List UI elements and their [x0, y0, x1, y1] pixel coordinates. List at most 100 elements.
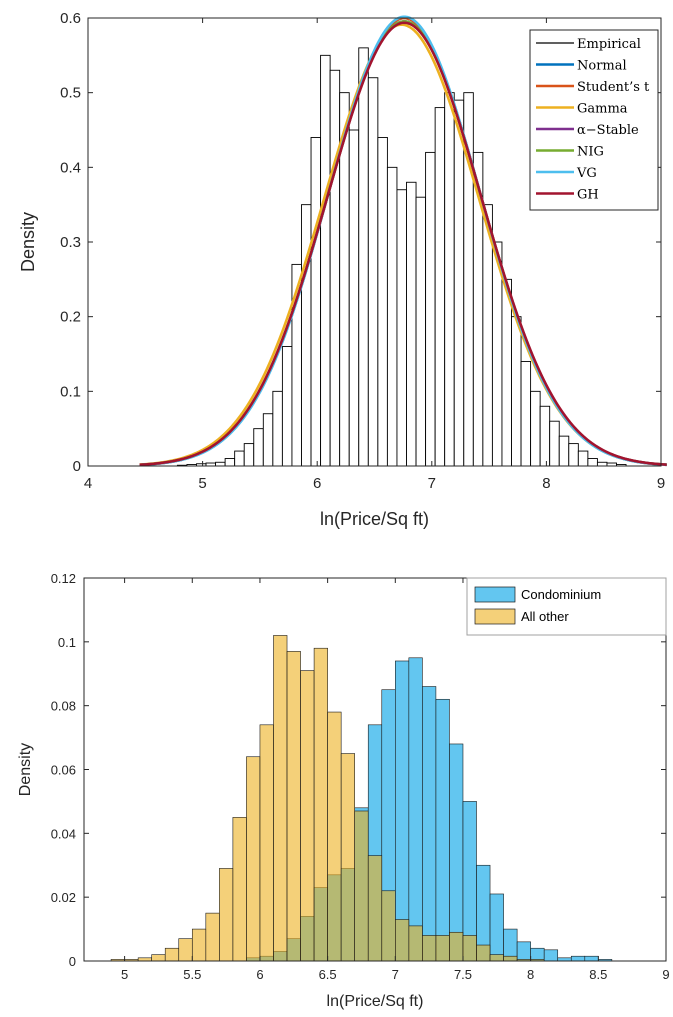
x-tick-label: 7 — [392, 967, 399, 982]
histogram-bar — [358, 47, 369, 467]
histogram-bar-all-other — [354, 810, 369, 962]
y-tick-label: 0.1 — [58, 635, 76, 650]
histogram-bar-all-other — [476, 944, 491, 962]
histogram-bar — [434, 107, 446, 467]
histogram-bar — [310, 137, 322, 467]
x-axis-label: ln(Price/Sq ft) — [320, 509, 429, 529]
histogram-bar — [348, 129, 360, 467]
histogram-bar — [596, 461, 608, 467]
histogram-bar — [549, 420, 560, 467]
legend-label: Empirical — [577, 37, 641, 52]
histogram-bar-condominium — [584, 955, 599, 962]
histogram-bar-all-other — [408, 925, 423, 962]
fit-curve-vg — [139, 15, 667, 467]
x-tick-label: 9 — [657, 475, 665, 492]
legend-label: Gamma — [577, 102, 628, 117]
y-tick-label: 0.4 — [60, 159, 81, 176]
x-tick-label: 9 — [662, 967, 669, 982]
histogram-bar-condominium — [408, 657, 423, 962]
legend-swatch — [474, 586, 516, 603]
y-tick-label: 0.08 — [51, 699, 76, 714]
legend-label: GH — [577, 188, 599, 203]
histogram-bar — [520, 361, 532, 467]
histogram-bar-all-other — [381, 890, 396, 962]
histogram-bar-all-other — [340, 753, 355, 962]
histogram-bar — [253, 428, 264, 467]
histogram-bar — [501, 278, 512, 467]
histogram-bar-all-other — [205, 912, 220, 962]
histogram-bar-all-other — [503, 955, 518, 962]
histogram-bar — [406, 181, 417, 467]
x-tick-label: 7.5 — [454, 967, 472, 982]
y-axis-label: Density — [17, 743, 34, 796]
histogram-bar — [453, 99, 465, 467]
histogram-bar — [415, 196, 427, 467]
histogram-bar — [511, 316, 522, 467]
histogram-bar-all-other — [300, 670, 315, 962]
y-tick-label: 0.6 — [60, 10, 81, 27]
legend-label: α−Stable — [577, 123, 639, 138]
y-tick-label: 0.5 — [60, 85, 81, 102]
y-tick-label: 0.1 — [60, 383, 81, 400]
x-tick-label: 8 — [542, 475, 550, 492]
legend-label: All other — [521, 609, 569, 624]
histogram-bar-all-other — [191, 928, 207, 962]
y-tick-label: 0.04 — [51, 826, 76, 841]
x-tick-label: 8.5 — [589, 967, 607, 982]
x-tick-label: 6 — [256, 967, 263, 982]
histogram-bar — [224, 458, 236, 467]
histogram-bar-all-other — [422, 935, 437, 962]
legend-label: Condominium — [521, 587, 601, 602]
histogram-bar-all-other — [449, 931, 464, 962]
x-tick-label: 5.5 — [183, 967, 201, 982]
histogram-bar-all-other — [151, 954, 166, 962]
histogram-bar — [568, 443, 579, 467]
legend-box — [529, 29, 659, 211]
histogram-bar-all-other — [178, 938, 193, 962]
x-tick-label: 8 — [527, 967, 534, 982]
histogram-bar-all-other — [232, 817, 247, 962]
histogram-bar-condominium — [570, 955, 586, 962]
y-tick-label: 0.2 — [60, 309, 81, 326]
y-tick-label: 0 — [73, 458, 81, 475]
legend-label: NIG — [577, 145, 604, 160]
histogram-bar — [320, 54, 331, 467]
histogram-bar — [530, 390, 541, 467]
histogram-bar — [272, 390, 283, 467]
histogram-bar-condominium — [422, 686, 437, 962]
histogram-bar — [396, 189, 407, 467]
legend-swatch — [474, 608, 516, 625]
histogram-bar — [587, 458, 598, 467]
histogram-bar-condominium — [449, 743, 464, 962]
histogram-bar-all-other — [327, 711, 342, 962]
y-tick-label: 0.12 — [51, 571, 76, 586]
y-tick-label: 0 — [69, 954, 76, 969]
chart-top-distribution-fits: 4 5 6 7 8 9 0 0.1 0.2 0.3 0.4 0.5 0.6 ln(Price/Sq ft)… — [18, 10, 667, 529]
legend-label: Student’s t — [577, 80, 650, 95]
histogram-bar — [444, 92, 455, 467]
histogram-bar — [262, 413, 274, 467]
histogram-bar — [243, 443, 255, 467]
histogram-bar — [577, 450, 589, 467]
histogram-bar-all-other — [462, 935, 477, 962]
y-tick-label: 0.06 — [51, 763, 76, 778]
histogram-bar-all-other — [273, 635, 288, 962]
histogram-bar — [539, 405, 551, 467]
legend-label: Normal — [577, 59, 627, 74]
histogram-bar — [377, 137, 388, 467]
histogram-bar-all-other — [259, 724, 274, 962]
histogram-bar-condominium — [435, 698, 450, 962]
histogram-bar — [234, 450, 245, 467]
y-tick-label: 0.3 — [60, 234, 81, 251]
histogram-bar — [329, 69, 341, 467]
x-tick-label: 6 — [313, 475, 321, 492]
histogram-bar-condominium — [516, 941, 531, 962]
fit-curve-gh — [139, 21, 667, 467]
histogram-bar — [386, 166, 398, 467]
histogram-bar-all-other — [367, 855, 383, 962]
histogram-bar-condominium — [543, 949, 559, 962]
histogram-bar-condominium — [530, 947, 545, 962]
x-axis-label: ln(Price/Sq ft) — [327, 993, 424, 1010]
x-tick-label: 5 — [198, 475, 206, 492]
